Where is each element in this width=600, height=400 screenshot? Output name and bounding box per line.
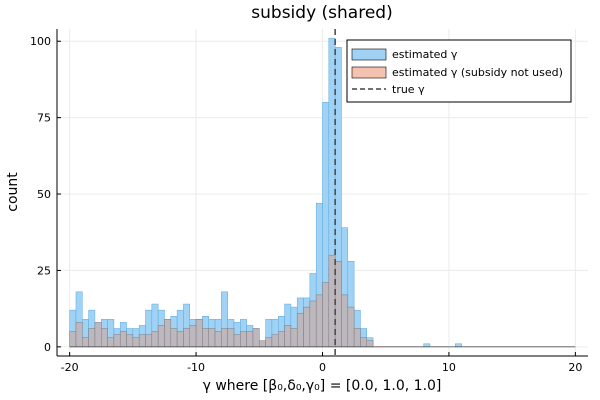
bar-not-used <box>94 322 102 348</box>
x-tick-label: 20 <box>568 361 582 374</box>
bar-not-used <box>88 328 96 348</box>
bar-not-used <box>290 328 298 348</box>
bar-estimated <box>423 343 431 348</box>
bar-not-used <box>170 328 178 348</box>
bar-not-used <box>341 294 349 348</box>
x-tick-label: 0 <box>319 361 326 374</box>
bar-not-used <box>189 325 197 348</box>
bar-not-used <box>126 334 134 348</box>
bar-not-used <box>240 331 247 348</box>
bar-not-used <box>202 328 209 348</box>
legend-swatch-estimated <box>351 48 387 61</box>
bars <box>69 37 576 348</box>
bar-not-used <box>208 328 216 348</box>
bar-not-used <box>101 328 108 348</box>
legend-label-true: true γ <box>392 83 425 96</box>
y-tick-label: 25 <box>37 264 51 277</box>
bar-not-used <box>334 261 342 348</box>
bar-not-used <box>315 294 323 348</box>
bar-not-used <box>214 331 222 348</box>
y-tick-label: 50 <box>37 188 51 201</box>
bar-not-used <box>309 300 317 348</box>
bar-not-used <box>265 337 273 348</box>
y-tick-label: 0 <box>44 341 51 354</box>
bar-not-used <box>113 334 121 348</box>
bar-not-used <box>151 331 159 348</box>
bar-not-used <box>233 334 241 348</box>
bar-not-used <box>347 306 355 348</box>
bar-not-used <box>328 254 336 348</box>
bar-not-used <box>195 319 203 348</box>
bar-not-used <box>119 331 127 348</box>
bar-not-used <box>284 325 292 348</box>
bar-not-used <box>176 331 184 348</box>
bar-not-used <box>252 328 260 348</box>
tick-labels: -20 -10 0 10 20 0 25 50 75 100 <box>30 35 582 374</box>
chart-title: subsidy (shared) <box>251 3 392 23</box>
legend-label-estimated: estimated γ <box>392 48 458 61</box>
bar-not-used <box>246 331 254 348</box>
bar-not-used <box>69 331 77 348</box>
bar-not-used <box>259 340 266 348</box>
bar-not-used <box>82 337 89 348</box>
legend-label-not-used: estimated γ (subsidy not used) <box>392 66 563 79</box>
bar-not-used <box>75 322 83 348</box>
bar-not-used <box>322 282 330 348</box>
bar-not-used <box>221 328 228 348</box>
x-tick-label: 10 <box>442 361 456 374</box>
bar-not-used <box>183 328 191 348</box>
bar-not-used <box>145 334 153 348</box>
bar-not-used <box>278 331 285 348</box>
bar-not-used <box>360 337 367 348</box>
legend: estimated γ estimated γ (subsidy not use… <box>346 39 572 103</box>
bar-not-used <box>164 319 172 348</box>
bar-not-used <box>227 328 235 348</box>
bar-not-used <box>157 325 165 348</box>
bar-not-used <box>132 337 140 348</box>
bar-not-used <box>107 337 115 348</box>
bar-not-used <box>296 312 304 348</box>
y-axis-title: count <box>5 172 21 212</box>
bar-not-used <box>138 334 146 348</box>
y-tick-label: 75 <box>37 112 51 125</box>
x-tick-label: -10 <box>187 361 205 374</box>
x-axis-title: γ where [β₀,δ₀,γ₀] = [0.0, 1.0, 1.0] <box>203 378 442 394</box>
x-tick-label: -20 <box>61 361 79 374</box>
bar-not-used <box>271 334 279 348</box>
bar-estimated <box>455 343 462 348</box>
y-tick-label: 100 <box>30 35 51 48</box>
bar-not-used <box>366 340 374 348</box>
legend-swatch-not-used <box>351 66 387 79</box>
bar-not-used <box>353 328 361 348</box>
bar-not-used <box>303 306 311 348</box>
